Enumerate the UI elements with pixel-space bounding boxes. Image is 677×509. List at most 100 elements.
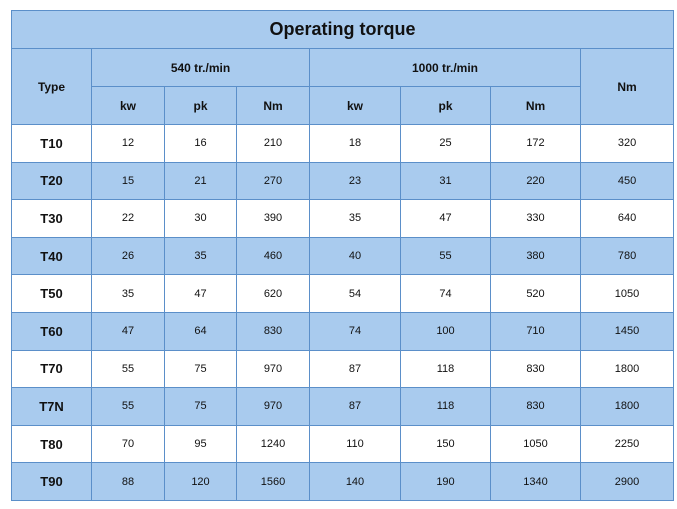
value-cell: 31 — [400, 161, 491, 201]
value-cell: 210 — [236, 124, 310, 163]
value-cell: 15 — [91, 161, 165, 201]
value-cell: 118 — [400, 349, 491, 389]
type-cell: T7N — [11, 387, 92, 426]
value-cell: 100 — [400, 311, 491, 351]
table-row: T90 88 120 1560 140 190 1340 2900 — [11, 462, 675, 501]
value-cell: 140 — [309, 462, 401, 501]
table-title: Operating torque — [10, 10, 675, 49]
operating-torque-table: Operating torque Type 540 tr./min 1000 t… — [10, 10, 675, 501]
value-cell: 150 — [400, 424, 491, 464]
value-cell: 1050 — [490, 424, 581, 464]
value-cell: 460 — [236, 236, 310, 276]
value-cell: 1450 — [579, 311, 675, 351]
value-cell: 390 — [236, 199, 310, 238]
value-cell: 970 — [236, 349, 310, 389]
value-cell: 118 — [400, 387, 491, 426]
value-cell: 88 — [91, 462, 165, 501]
type-cell: T10 — [11, 124, 92, 163]
value-cell: 330 — [490, 199, 581, 238]
value-cell: 75 — [164, 387, 237, 426]
value-cell: 380 — [490, 236, 581, 276]
value-cell: 2250 — [579, 424, 675, 464]
value-cell: 74 — [400, 274, 491, 313]
value-cell: 1560 — [236, 462, 310, 501]
torque-table-container: Operating torque Type 540 tr./min 1000 t… — [10, 10, 675, 501]
value-cell: 12 — [91, 124, 165, 163]
value-cell: 54 — [309, 274, 401, 313]
value-cell: 830 — [490, 387, 581, 426]
table-row: T80 70 95 1240 110 150 1050 2250 — [11, 424, 675, 464]
table-row: T60 47 64 830 74 100 710 1450 — [11, 311, 675, 351]
value-cell: 55 — [400, 236, 491, 276]
value-cell: 74 — [309, 311, 401, 351]
type-cell: T80 — [11, 424, 92, 464]
type-cell: T50 — [11, 274, 92, 313]
value-cell: 47 — [400, 199, 491, 238]
value-cell: 47 — [164, 274, 237, 313]
value-cell: 620 — [236, 274, 310, 313]
table-row: T30 22 30 390 35 47 330 640 — [11, 199, 675, 238]
value-cell: 22 — [91, 199, 165, 238]
value-cell: 830 — [490, 349, 581, 389]
value-cell: 87 — [309, 349, 401, 389]
sub-header-nm: Nm — [236, 86, 310, 125]
value-cell: 270 — [236, 161, 310, 201]
group-1000-header: 1000 tr./min — [309, 48, 581, 87]
type-cell: T90 — [11, 462, 92, 501]
value-cell: 40 — [309, 236, 401, 276]
type-header: Type — [11, 48, 92, 125]
value-cell: 18 — [309, 124, 401, 163]
value-cell: 47 — [91, 311, 165, 351]
value-cell: 35 — [309, 199, 401, 238]
value-cell: 1800 — [579, 349, 675, 389]
value-cell: 120 — [164, 462, 237, 501]
type-cell: T60 — [11, 311, 92, 351]
value-cell: 55 — [91, 349, 165, 389]
value-cell: 1240 — [236, 424, 310, 464]
value-cell: 780 — [579, 236, 675, 276]
table-row: T40 26 35 460 40 55 380 780 — [11, 236, 675, 276]
table-row: T7N 55 75 970 87 118 830 1800 — [11, 387, 675, 426]
value-cell: 320 — [579, 124, 675, 163]
value-cell: 23 — [309, 161, 401, 201]
value-cell: 75 — [164, 349, 237, 389]
value-cell: 1050 — [579, 274, 675, 313]
table-body: T10 12 16 210 18 25 172 320 T20 15 21 270 23 31 220 450… — [11, 124, 675, 501]
value-cell: 70 — [91, 424, 165, 464]
value-cell: 26 — [91, 236, 165, 276]
value-cell: 30 — [164, 199, 237, 238]
value-cell: 710 — [490, 311, 581, 351]
sub-header-nm: Nm — [490, 86, 581, 125]
nm-header: Nm — [579, 48, 675, 125]
value-cell: 1800 — [579, 387, 675, 426]
value-cell: 970 — [236, 387, 310, 426]
value-cell: 21 — [164, 161, 237, 201]
value-cell: 2900 — [579, 462, 675, 501]
value-cell: 25 — [400, 124, 491, 163]
value-cell: 16 — [164, 124, 237, 163]
value-cell: 55 — [91, 387, 165, 426]
value-cell: 35 — [91, 274, 165, 313]
table-row: T10 12 16 210 18 25 172 320 — [11, 124, 675, 163]
sub-header-kw: kw — [309, 86, 401, 125]
table-row: T50 35 47 620 54 74 520 1050 — [11, 274, 675, 313]
value-cell: 35 — [164, 236, 237, 276]
value-cell: 450 — [579, 161, 675, 201]
value-cell: 1340 — [490, 462, 581, 501]
group-540-header: 540 tr./min — [91, 48, 310, 87]
value-cell: 95 — [164, 424, 237, 464]
value-cell: 172 — [490, 124, 581, 163]
table-row: T70 55 75 970 87 118 830 1800 — [11, 349, 675, 389]
value-cell: 640 — [579, 199, 675, 238]
value-cell: 87 — [309, 387, 401, 426]
sub-header-kw: kw — [91, 86, 165, 125]
value-cell: 64 — [164, 311, 237, 351]
type-cell: T70 — [11, 349, 92, 389]
value-cell: 110 — [309, 424, 401, 464]
value-cell: 520 — [490, 274, 581, 313]
type-cell: T40 — [11, 236, 92, 276]
table-row: T20 15 21 270 23 31 220 450 — [11, 161, 675, 201]
sub-header-pk: pk — [400, 86, 491, 125]
value-cell: 190 — [400, 462, 491, 501]
value-cell: 830 — [236, 311, 310, 351]
